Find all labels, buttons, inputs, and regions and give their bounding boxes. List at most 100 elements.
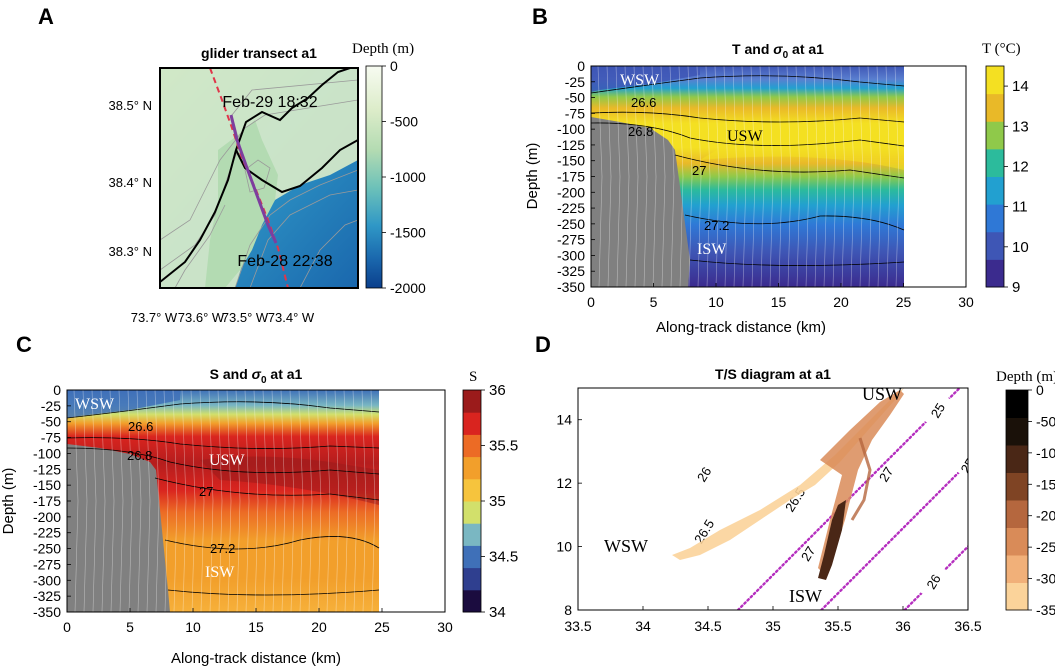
x-tick-label: 15 <box>248 619 264 635</box>
glider-profile <box>109 390 115 612</box>
glider-profile <box>361 390 367 612</box>
panel-c: C S and σ0 at a1 WSW USW ISW 26.6 26.8 2… <box>0 332 518 667</box>
colorbar-tick-label: 13 <box>1012 118 1029 135</box>
colorbar-segment <box>463 478 481 502</box>
x-tick-label: 36 <box>895 618 911 634</box>
map-lon-tick: 73.7° W <box>131 310 178 325</box>
x-tick-label: 15 <box>771 294 787 310</box>
glider-profile <box>660 66 666 287</box>
colorbar-tick-label: 11 <box>1012 199 1028 216</box>
colorbar-segment <box>463 390 481 413</box>
isopycnal-c-26-6: 26.6 <box>128 419 153 434</box>
x-tick-label: 33.5 <box>564 618 591 634</box>
label-wsw-d: WSW <box>604 536 648 556</box>
y-tick-label: -150 <box>557 153 585 169</box>
colorbar-segment <box>463 545 481 569</box>
xlabel-c: Along-track distance (km) <box>171 650 341 667</box>
colorbar-segment <box>463 589 481 613</box>
glider-profile <box>804 66 810 287</box>
label-isw-c: ISW <box>205 564 235 581</box>
glider-profile <box>777 66 783 287</box>
glider-profile <box>669 66 675 287</box>
colorbar-c: 34 34.5 35 35.5 36 <box>462 382 518 621</box>
glider-profile <box>127 390 133 612</box>
y-tick-label: -25 <box>565 74 585 90</box>
colorbar-c-label: S <box>469 369 477 385</box>
colorbar-d: 0 -50 -100 -150 -200 -250 -300 -350 <box>1005 382 1055 618</box>
colorbar-segment <box>986 176 1004 205</box>
ylabel-b: Depth (m) <box>524 143 541 210</box>
glider-profile <box>615 66 621 287</box>
panel-letter-a: A <box>38 4 54 29</box>
isopycnal-b-27: 27 <box>692 163 706 178</box>
y-tick-label: -200 <box>557 184 585 200</box>
label-usw-c: USW <box>209 452 245 469</box>
glider-profile <box>741 66 747 287</box>
y-tick-label: 14 <box>556 412 572 428</box>
y-tick-label: -125 <box>33 461 61 477</box>
y-tick-label: -250 <box>33 541 61 557</box>
x-tick-label: 20 <box>833 294 849 310</box>
y-tick-label: -125 <box>557 137 585 153</box>
in-plot-isopycnal-label: 27 <box>798 544 818 564</box>
glider-profile <box>813 66 819 287</box>
colorbar-tick-label: 14 <box>1012 78 1029 95</box>
isopycnal-label: 25 <box>928 400 948 420</box>
colorbar-segment <box>463 523 481 546</box>
y-tick-label: 12 <box>556 475 572 491</box>
map-lon-tick: 73.6° W <box>178 310 225 325</box>
glider-profile <box>172 390 178 612</box>
colorbar-tick-label: -250 <box>1036 539 1055 555</box>
y-tick-label: -225 <box>33 525 61 541</box>
glider-profile <box>208 390 214 612</box>
x-tick-label: 30 <box>958 294 974 310</box>
panel-a-title: glider transect a1 <box>201 45 317 61</box>
isopycnal-c-27-2: 27.2 <box>210 541 235 556</box>
x-tick-label: 34 <box>635 618 651 634</box>
glider-profile <box>298 390 304 612</box>
colorbar-tick-label: 0 <box>1036 382 1044 398</box>
colorbar-b: 9 10 11 12 13 14 <box>985 65 1029 296</box>
glider-profile <box>651 66 657 287</box>
colorbar-segment <box>463 567 481 591</box>
glider-profile <box>606 66 612 287</box>
y-tick-label: -175 <box>557 169 585 185</box>
x-tick-label: 0 <box>63 619 71 635</box>
glider-profile <box>876 66 882 287</box>
y-tick-label: -350 <box>33 604 61 620</box>
x-tick-label: 20 <box>311 619 327 635</box>
glider-profile <box>822 66 828 287</box>
x-tick-label: 34.5 <box>694 618 721 634</box>
colorbar-a-tick-label: -1500 <box>390 225 426 241</box>
glider-profile <box>73 390 79 612</box>
glider-profile <box>768 66 774 287</box>
x-tick-label: 35 <box>765 618 781 634</box>
colorbar-tick-label: -50 <box>1036 413 1055 429</box>
isopycnal-c-26-8: 26.8 <box>127 448 152 463</box>
glider-profile <box>696 66 702 287</box>
glider-profile <box>678 66 684 287</box>
colorbar-tick-label: 12 <box>1012 158 1029 175</box>
label-wsw-b: WSW <box>620 72 660 89</box>
x-tick-label: 35.5 <box>824 618 851 634</box>
glider-profile <box>307 390 313 612</box>
y-tick-label: -100 <box>557 121 585 137</box>
panel-d: D T/S diagram at a1 2525.52626.52727.528… <box>535 332 1055 634</box>
glider-profile <box>271 390 277 612</box>
colorbar-segment <box>986 231 1004 260</box>
glider-profile <box>723 66 729 287</box>
y-tick-label: 8 <box>564 602 572 618</box>
colorbar-tick-label: 36 <box>489 382 506 399</box>
y-tick-label: -50 <box>565 90 585 106</box>
glider-profile <box>831 66 837 287</box>
colorbar-segment <box>1006 445 1028 473</box>
y-tick-label: -75 <box>565 105 585 121</box>
isopycnal-label: 26 <box>923 572 943 592</box>
glider-profile <box>118 390 124 612</box>
glider-profile <box>244 390 250 612</box>
glider-profile <box>858 66 864 287</box>
map-lon-tick: 73.5° W <box>222 310 269 325</box>
glider-profile <box>316 390 322 612</box>
y-tick-label: -350 <box>557 279 585 295</box>
colorbar-segment <box>463 434 481 458</box>
